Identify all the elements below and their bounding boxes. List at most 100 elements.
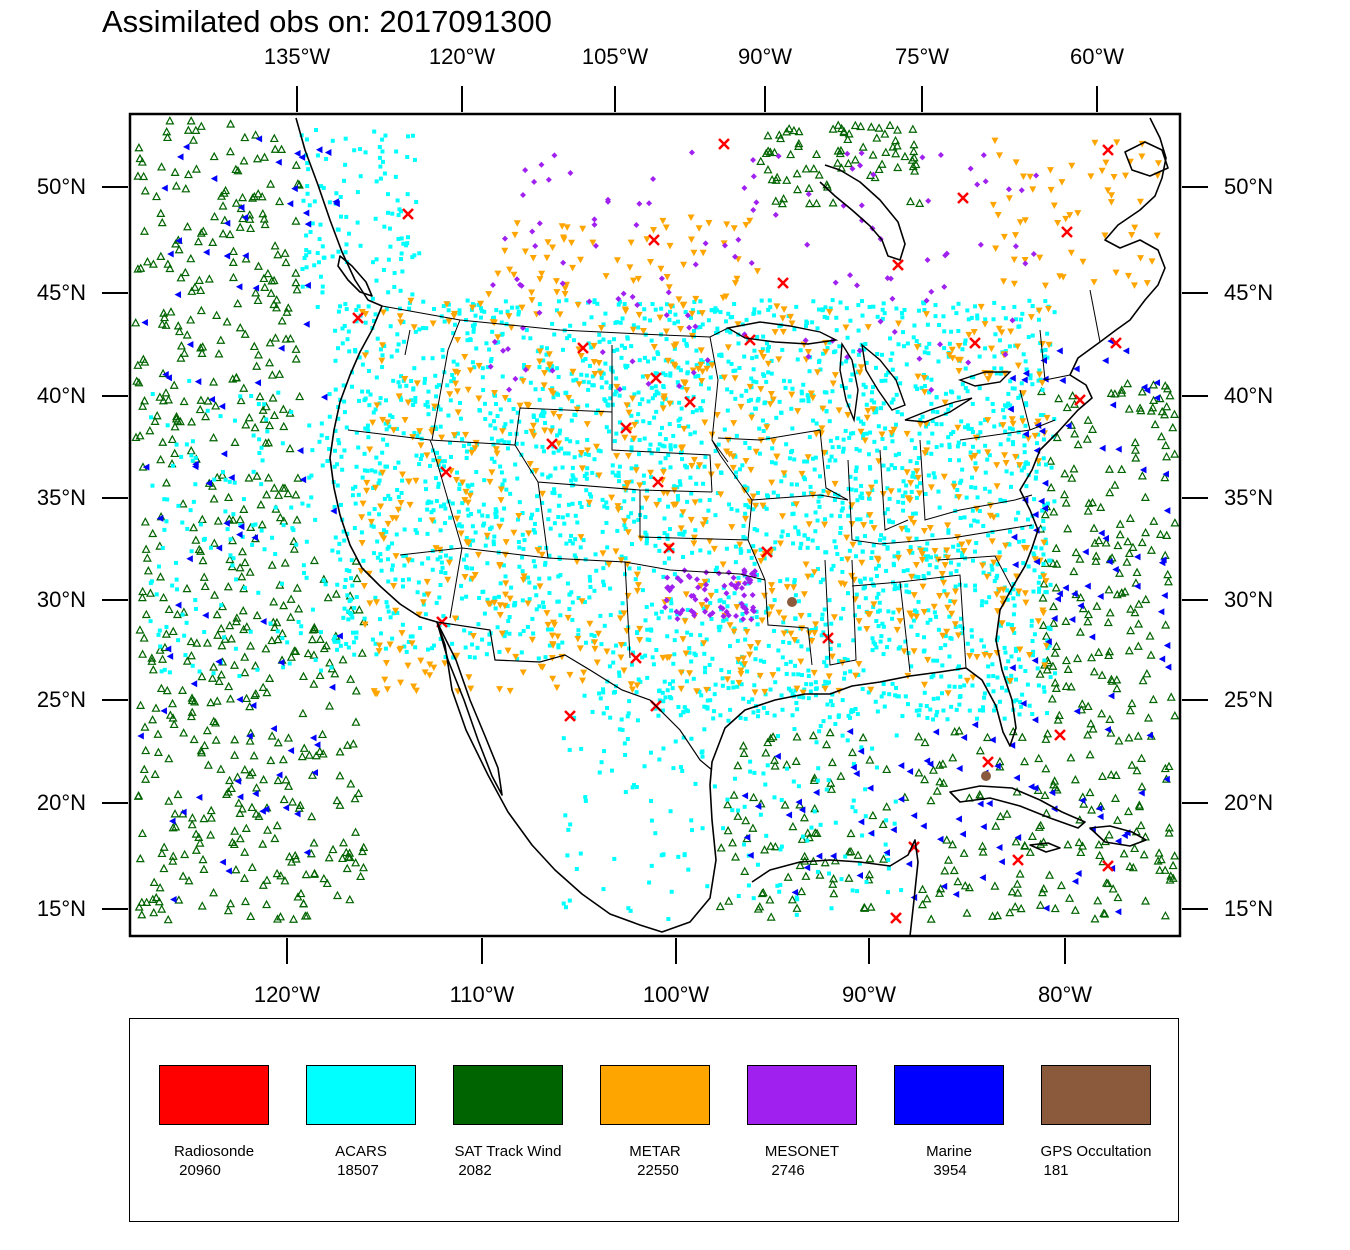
sat-wind-marker: [351, 827, 361, 836]
acars-marker: [775, 493, 780, 498]
metar-marker: [477, 300, 485, 308]
acars-marker: [886, 609, 891, 614]
metar-marker: [410, 683, 418, 690]
acars-marker: [302, 255, 307, 260]
metar-marker: [635, 311, 643, 319]
acars-marker: [156, 564, 161, 569]
sat-wind-marker: [154, 897, 164, 906]
acars-marker: [250, 523, 255, 528]
acars-marker: [586, 380, 591, 385]
metar-marker: [549, 675, 557, 683]
sat-wind-marker: [1025, 847, 1035, 856]
metar-marker: [1046, 167, 1054, 174]
acars-marker: [799, 541, 804, 546]
sat-wind-marker: [228, 257, 238, 267]
acars-marker: [1007, 432, 1012, 437]
acars-marker: [873, 699, 878, 704]
metar-marker: [467, 685, 475, 693]
acars-marker: [378, 558, 383, 563]
acars-marker: [1043, 462, 1048, 467]
acars-marker: [983, 346, 988, 351]
acars-marker: [540, 600, 545, 605]
acars-marker: [811, 418, 816, 423]
sat-wind-marker: [213, 630, 223, 639]
acars-marker: [1024, 403, 1029, 408]
metar-marker: [1113, 139, 1121, 146]
metar-marker: [943, 592, 951, 599]
acars-marker: [561, 901, 566, 906]
metar-marker: [465, 674, 473, 681]
sat-wind-marker: [283, 488, 293, 498]
acars-marker: [588, 578, 593, 583]
acars-marker: [589, 345, 594, 350]
acars-marker: [653, 307, 658, 312]
metar-marker: [829, 380, 837, 388]
sat-wind-marker: [238, 192, 248, 202]
acars-marker: [838, 514, 843, 519]
acars-marker: [418, 457, 423, 462]
acars-marker: [751, 710, 756, 715]
top-lon-label: 135°W: [263, 44, 331, 69]
sat-wind-marker: [358, 862, 369, 872]
sat-wind-marker: [299, 898, 309, 908]
metar-marker: [995, 152, 1003, 159]
metar-marker: [895, 607, 903, 615]
acars-marker: [796, 599, 801, 604]
acars-marker: [947, 442, 952, 447]
sat-wind-marker: [288, 797, 298, 806]
acars-marker: [846, 713, 851, 718]
acars-marker: [707, 662, 712, 667]
sat-wind-marker: [1043, 729, 1053, 738]
acars-marker: [705, 578, 710, 583]
acars-marker: [727, 670, 732, 675]
sat-wind-marker: [1086, 718, 1096, 728]
sat-wind-marker: [249, 341, 259, 351]
acars-marker: [599, 642, 604, 647]
acars-marker: [472, 365, 477, 370]
acars-marker: [667, 317, 672, 322]
metar-marker: [469, 633, 477, 640]
metar-marker: [525, 530, 533, 537]
metar-marker: [919, 583, 927, 591]
metar-marker: [665, 654, 673, 661]
sat-wind-marker: [803, 828, 813, 837]
sat-wind-marker: [343, 852, 353, 861]
acars-marker: [474, 470, 479, 475]
sat-wind-marker: [1135, 801, 1145, 811]
acars-marker: [965, 308, 970, 313]
sat-wind-marker: [296, 888, 306, 898]
sat-wind-marker: [158, 654, 168, 663]
acars-marker: [520, 569, 525, 574]
sat-wind-marker: [1038, 593, 1048, 602]
acars-marker: [592, 633, 597, 638]
acars-marker: [751, 544, 756, 549]
acars-marker: [717, 628, 722, 633]
acars-marker: [675, 380, 680, 385]
mesonet-marker: [591, 221, 598, 228]
acars-marker: [922, 307, 927, 312]
acars-marker: [610, 463, 615, 468]
acars-marker: [946, 528, 951, 533]
sat-wind-marker: [825, 727, 835, 737]
acars-marker: [493, 606, 498, 611]
sat-wind-marker: [1012, 879, 1022, 888]
acars-marker: [520, 511, 525, 516]
sat-wind-marker: [812, 828, 822, 837]
acars-marker: [761, 334, 766, 339]
acars-marker: [595, 301, 600, 306]
acars-marker: [428, 463, 433, 468]
acars-marker: [287, 661, 292, 666]
acars-marker: [332, 504, 337, 509]
acars-marker: [584, 373, 589, 378]
acars-marker: [911, 511, 916, 516]
acars-marker: [307, 475, 312, 480]
sat-wind-marker: [850, 120, 860, 130]
acars-marker: [417, 462, 422, 467]
sat-wind-marker: [908, 161, 918, 171]
acars-marker: [386, 579, 391, 584]
metar-marker: [662, 224, 670, 231]
metar-marker: [377, 503, 385, 511]
acars-marker: [587, 574, 592, 579]
metar-marker: [798, 470, 806, 478]
acars-marker: [678, 450, 683, 455]
